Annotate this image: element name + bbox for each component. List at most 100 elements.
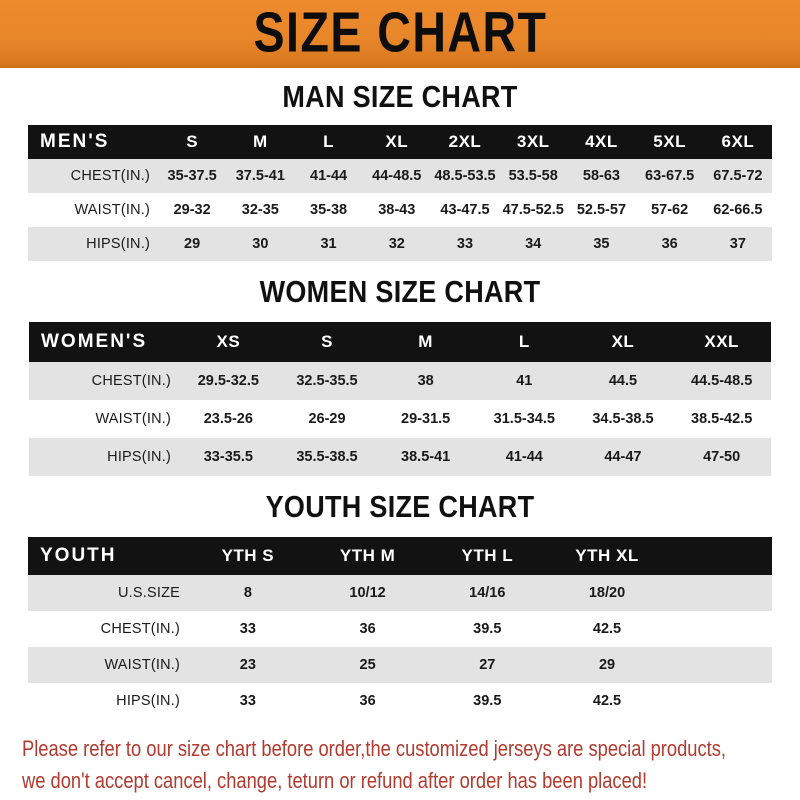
measurement-value: 23.5-26 <box>203 411 253 427</box>
size-table-label-header: MEN'S <box>40 131 110 152</box>
measurement-value: 57-62 <box>651 202 689 218</box>
measurement-value: 39.5 <box>473 693 502 709</box>
measurement-label: U.S.SIZE <box>117 585 180 601</box>
measurement-value: 47.5-52.5 <box>502 202 564 218</box>
measurement-value: 33 <box>456 236 474 252</box>
measurement-value: 37.5-41 <box>235 168 285 184</box>
measurement-value: 34 <box>525 236 542 252</box>
row-filler-cell <box>667 647 772 683</box>
measurement-label: CHEST(IN.) <box>100 621 180 637</box>
measurement-value: 42.5 <box>592 621 622 637</box>
size-column-header: M <box>252 132 268 151</box>
size-column-header: YTH M <box>339 546 396 565</box>
measurement-value: 36 <box>359 693 376 709</box>
size-column-header: 2XL <box>448 132 482 151</box>
measurement-value: 32 <box>388 236 405 252</box>
measurement-value: 35.5-38.5 <box>296 449 358 465</box>
size-table-label-header: YOUTH <box>40 545 117 566</box>
size-column-header: S <box>186 132 199 151</box>
size-column-header: 6XL <box>721 132 755 151</box>
measurement-value: 32-35 <box>241 202 279 218</box>
size-column-header: YTH S <box>221 546 275 565</box>
measurement-value: 44.5 <box>608 373 638 389</box>
measurement-value: 29 <box>598 657 616 673</box>
section-title: MAN SIZE CHART <box>282 80 518 114</box>
table-header-row: WOMEN'S XS S M L XL XXL <box>29 322 771 362</box>
disclaimer-line-2: we don't accept cancel, change, teturn o… <box>22 768 648 795</box>
measurement-value: 41-44 <box>505 449 543 465</box>
table-header-row: YOUTH YTH S YTH M YTH L YTH XL <box>28 537 772 575</box>
measurement-label: CHEST(IN.) <box>91 373 171 389</box>
measurement-value: 52.5-57 <box>576 202 627 218</box>
measurement-value: 25 <box>359 657 376 673</box>
measurement-value: 35-37.5 <box>167 168 217 184</box>
size-column-header: 5XL <box>653 132 686 151</box>
measurement-value: 10/12 <box>349 585 386 601</box>
measurement-value: 32.5-35.5 <box>296 373 358 389</box>
measurement-value: 36 <box>661 236 678 252</box>
size-chart-section: MAN SIZE CHART MEN'S S M L XL 2XL 3XL 4XL 5XL 6XL C… <box>0 80 800 261</box>
size-table-wrapper: YOUTH YTH S YTH M YTH L YTH XL U.S.SIZE 8 10/12… <box>28 537 772 719</box>
size-column-header: XL <box>385 132 409 151</box>
measurement-value: 35 <box>593 236 610 252</box>
measurement-value: 44-48.5 <box>372 168 422 184</box>
size-column-header: M <box>418 332 433 351</box>
measurement-value: 30 <box>252 236 269 252</box>
section-title: YOUTH SIZE CHART <box>265 490 535 524</box>
row-filler-cell <box>667 575 772 611</box>
table-row: WAIST(IN.) 23.5-26 26-29 29-31.5 31.5-34.5 34… <box>29 400 771 438</box>
size-table-label-header: WOMEN'S <box>41 331 148 352</box>
measurement-label: HIPS(IN.) <box>86 236 150 252</box>
measurement-value: 53.5-58 <box>508 168 558 184</box>
page-title: SIZE CHART <box>253 2 547 65</box>
table-row: CHEST(IN.) 33 36 39.5 42.5 <box>28 611 772 647</box>
measurement-value: 58-63 <box>582 168 620 184</box>
measurement-value: 37 <box>729 236 746 252</box>
measurement-label: WAIST(IN.) <box>104 657 180 673</box>
size-column-header: YTH XL <box>575 546 639 565</box>
measurement-value: 29-31.5 <box>401 411 451 427</box>
measurement-value: 36 <box>359 621 376 637</box>
row-filler-cell <box>667 611 772 647</box>
measurement-value: 26-29 <box>308 411 346 427</box>
measurement-value: 42.5 <box>592 693 622 709</box>
size-table: WOMEN'S XS S M L XL XXL CHEST(IN.) 29.5-32.5 32.5… <box>29 322 771 476</box>
measurement-value: 41-44 <box>310 168 348 184</box>
measurement-value: 8 <box>243 585 252 601</box>
measurement-value: 41 <box>516 373 533 389</box>
size-chart-section: YOUTH SIZE CHART YOUTH YTH S YTH M YTH L YTH … <box>0 490 800 719</box>
section-title: WOMEN SIZE CHART <box>259 275 541 309</box>
size-table: MEN'S S M L XL 2XL 3XL 4XL 5XL 6XL CHEST(IN.) 35-37… <box>28 125 772 261</box>
measurement-value: 33 <box>239 621 256 637</box>
table-row: HIPS(IN.) 33-35.5 35.5-38.5 38.5-41 41-44 44-… <box>29 438 771 476</box>
measurement-value: 33-35.5 <box>203 449 253 465</box>
measurement-value: 38 <box>417 373 434 389</box>
table-row: CHEST(IN.) 35-37.5 37.5-41 41-44 44-48.5 48.5… <box>28 159 772 193</box>
measurement-value: 14/16 <box>469 585 506 601</box>
table-row: CHEST(IN.) 29.5-32.5 32.5-35.5 38 41 44.5 44.5… <box>29 362 771 400</box>
size-column-header: XXL <box>704 332 739 351</box>
measurement-value: 34.5-38.5 <box>592 411 654 427</box>
size-column-header: YTH L <box>461 546 514 565</box>
measurement-label: WAIST(IN.) <box>95 411 171 427</box>
disclaimer: Please refer to our size chart before or… <box>22 733 733 798</box>
measurement-value: 48.5-53.5 <box>434 168 496 184</box>
measurement-value: 35-38 <box>310 202 348 218</box>
size-column-header: S <box>321 332 333 351</box>
measurement-value: 23 <box>239 657 256 673</box>
size-chart-banner: SIZE CHART <box>0 0 800 68</box>
table-row: WAIST(IN.) 23 25 27 29 <box>28 647 772 683</box>
measurement-value: 67.5-72 <box>713 168 763 184</box>
size-column-header: 3XL <box>516 132 550 151</box>
row-filler-cell <box>667 683 772 719</box>
measurement-value: 63-67.5 <box>645 168 695 184</box>
table-header-row: MEN'S S M L XL 2XL 3XL 4XL 5XL 6XL <box>28 125 772 159</box>
size-table-wrapper: WOMEN'S XS S M L XL XXL CHEST(IN.) 29.5-32.5 32.5… <box>29 322 771 476</box>
table-row: WAIST(IN.) 29-32 32-35 35-38 38-43 43-47.5 47.… <box>28 193 772 227</box>
measurement-value: 29 <box>184 236 201 252</box>
size-chart-section: WOMEN SIZE CHART WOMEN'S XS S M L XL XXL CHEST(I… <box>0 275 800 476</box>
measurement-label: HIPS(IN.) <box>107 449 171 465</box>
measurement-value: 39.5 <box>473 621 502 637</box>
measurement-value: 29.5-32.5 <box>197 373 259 389</box>
measurement-value: 44-47 <box>604 449 642 465</box>
